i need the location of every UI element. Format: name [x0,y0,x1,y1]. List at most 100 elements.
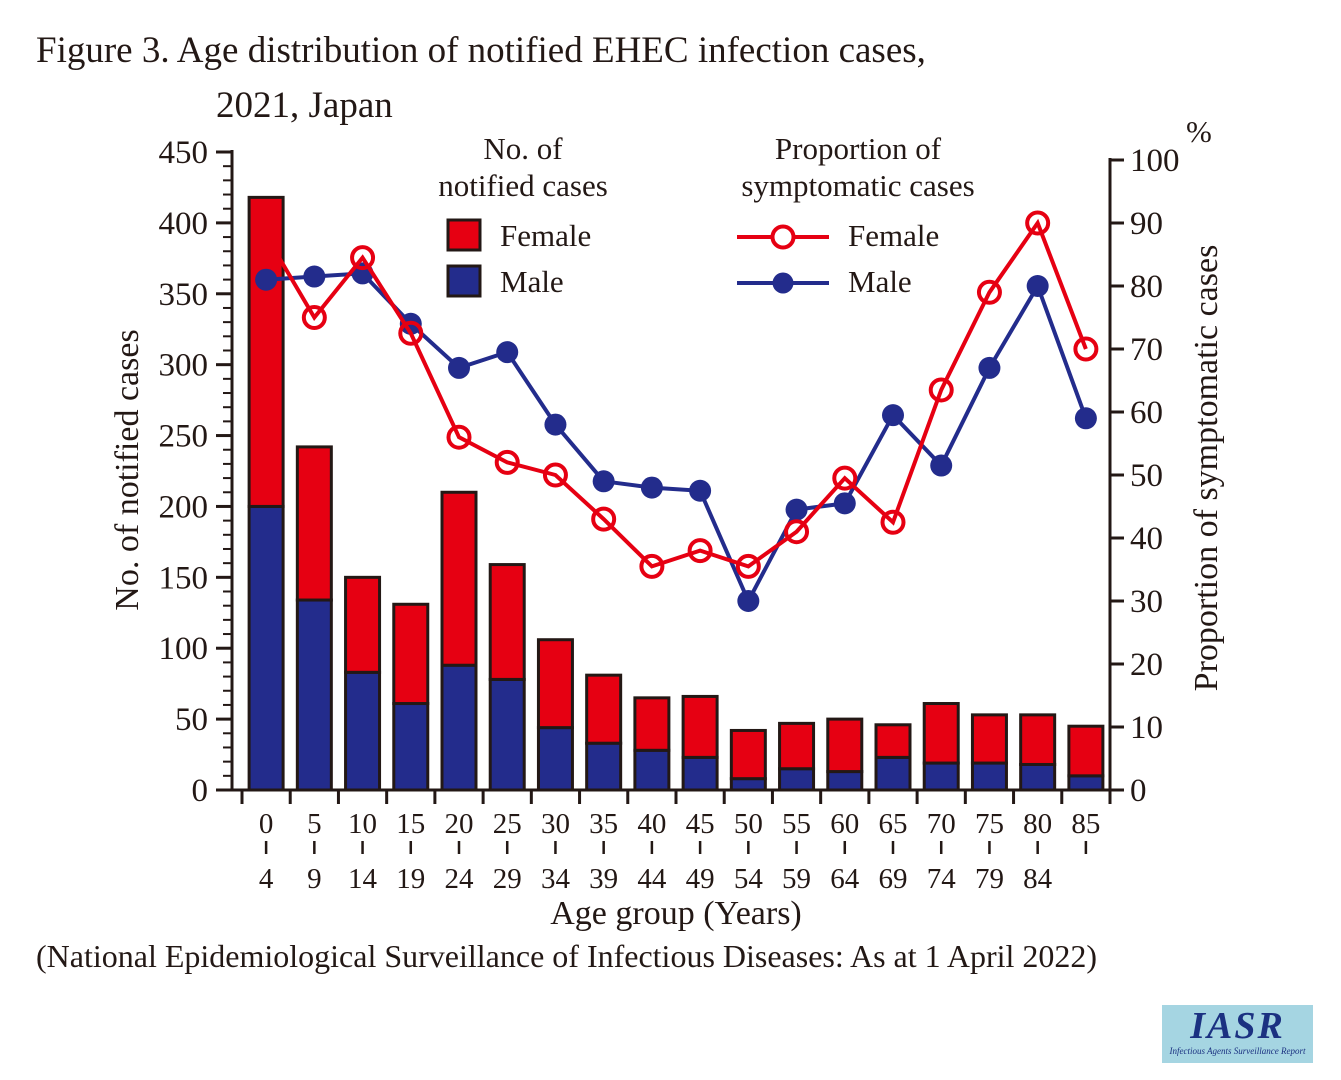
point-male-25-29 [496,341,519,364]
point-male-0-4 [255,268,278,291]
bar-male-20-24 [440,663,478,792]
bar-male-75-79 [970,761,1008,792]
point-male-35-39 [592,470,615,493]
legend-female-line-label: Female [848,218,940,253]
bar-male-65-69 [874,755,912,792]
iasr-logo-subtitle: Infectious Agents Surveillance Report [1169,1046,1306,1056]
point-female-70-74 [928,377,954,403]
point-male-20-24 [448,356,470,379]
bar-female-10-14 [344,575,382,674]
point-female-25-29 [494,449,520,475]
bar-male-30-34 [536,726,574,792]
bar-female-85- [1067,724,1105,778]
legend-male-bar-label: Male [500,264,564,299]
iasr-logo-title: IASR [1190,1005,1285,1047]
x-label-bottom: 29 [493,863,522,895]
left-axis-tick-label: 100 [159,631,209,667]
x-label-top: 70 [927,808,956,840]
bar-male-55-59 [778,767,816,792]
x-label-top: 10 [348,808,377,840]
point-female-5-9 [301,305,327,330]
x-label-bottom: 54 [734,863,764,895]
point-male-55-59 [785,498,808,521]
point-female-15-19 [398,320,424,346]
legend-female-bar-swatch [446,218,482,252]
x-label-top: 0 [259,808,274,840]
bar-female-25-29 [488,563,526,681]
bar-male-15-19 [392,702,430,792]
left-axis-tick-label: 200 [159,489,209,525]
legend-lines-header: Proportion of symptomatic cases [678,130,1038,204]
point-female-30-34 [542,462,568,488]
left-axis-tick-label: 450 [159,135,209,171]
legend-lines-header-line1: Proportion of [774,131,942,166]
point-male-30-34 [544,413,567,436]
right-axis-tick-label: 0 [1130,773,1147,809]
bar-male-40-44 [633,748,671,792]
x-label-top: 45 [686,808,715,840]
bar-female-0-4 [247,195,285,508]
bar-female-15-19 [392,602,430,706]
figure-title-line2: 2021, Japan [216,84,393,126]
point-female-20-24 [446,424,472,450]
bar-male-50-54 [729,777,767,792]
left-axis-tick-label: 250 [159,419,209,455]
bar-female-60-64 [826,717,864,774]
line-female [264,218,1088,569]
right-axis-tick-label: 90 [1130,206,1163,242]
right-axis-tick-label: 40 [1130,521,1163,557]
legend-female-line-swatch [737,224,829,250]
point-female-50-54 [735,553,761,579]
point-female-80-84 [1025,210,1051,236]
x-label-bottom: 39 [589,863,618,895]
right-axis-tick-label: 80 [1130,269,1163,305]
x-label-bottom: 84 [1023,863,1053,895]
left-axis-tick-label: 300 [159,348,209,384]
bar-female-80-84 [1019,713,1057,766]
right-axis-tick-label: 50 [1130,458,1163,494]
right-axis-tick-label: 10 [1130,710,1163,746]
x-label-bottom: 19 [396,863,425,895]
point-male-50-54 [737,590,760,612]
bar-female-30-34 [536,638,574,730]
x-label-bottom: 59 [782,863,811,895]
point-female-75-79 [976,279,1002,305]
source-caption: (National Epidemiological Surveillance o… [36,938,1098,974]
point-male-5-9 [303,265,326,288]
point-male-70-74 [930,454,953,477]
x-label-bottom: 44 [637,863,667,895]
bar-male-25-29 [488,677,526,792]
left-axis-tick-label: 50 [175,702,208,738]
point-male-65-69 [882,404,904,427]
bar-male-0-4 [247,504,285,792]
left-axis-tick-label: 150 [159,560,209,596]
x-label-top: 15 [396,808,425,840]
x-axis-title: Age group (Years) [550,895,802,932]
point-female-55-59 [784,519,810,545]
x-label-top: 55 [782,808,811,840]
x-label-bottom: 79 [975,863,1004,895]
bar-female-20-24 [440,490,478,667]
left-axis-tick-label: 350 [159,277,209,313]
point-female-35-39 [591,506,617,532]
bar-male-85- [1067,774,1105,792]
point-female-85- [1073,336,1099,362]
right-axis-tick-label: 100 [1130,143,1180,179]
legend-bars-header-line2: notified cases [438,168,608,203]
left-axis-title: No. of notified cases [109,329,146,611]
bar-female-50-54 [729,728,767,781]
x-label-bottom: 14 [348,863,378,895]
x-label-bottom: 24 [445,863,475,895]
bar-female-55-59 [778,721,816,771]
bar-female-40-44 [633,696,671,752]
point-male-45-49 [689,479,712,502]
legend-bars-header-line1: No. of [483,131,563,166]
figure-title-line1: Figure 3. Age distribution of notified E… [36,30,926,71]
x-label-top: 30 [541,808,570,840]
x-label-bottom: 74 [927,863,957,895]
x-label-top: 20 [445,808,474,840]
point-female-65-69 [880,509,906,535]
point-female-10-14 [350,245,376,271]
legend-male-line-label: Male [848,264,912,299]
bar-female-45-49 [681,694,719,759]
